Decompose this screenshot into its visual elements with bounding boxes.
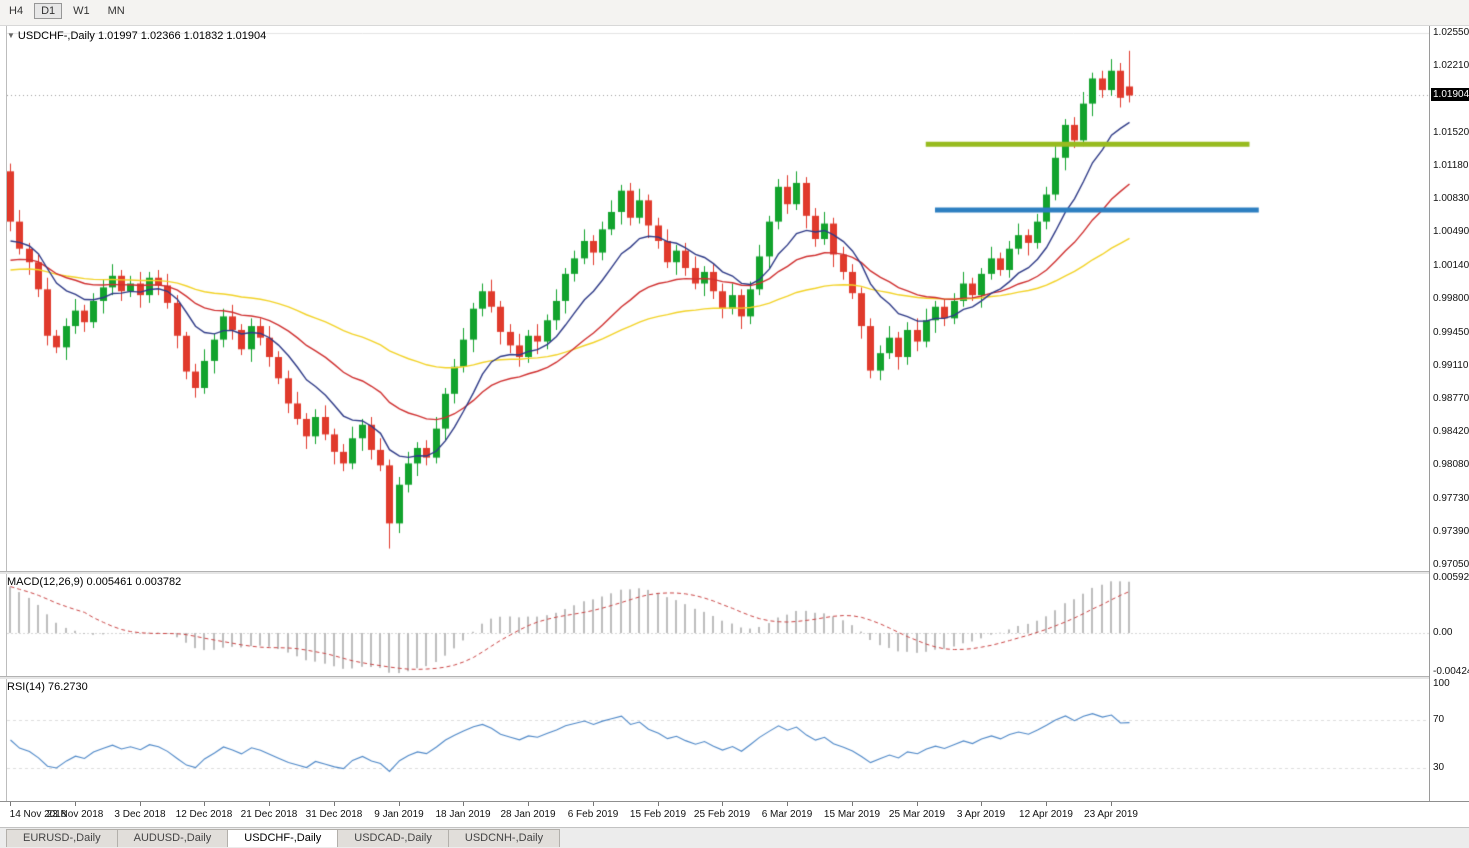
date-tick [204, 802, 205, 806]
timeframe-button-h4[interactable]: H4 [9, 5, 24, 17]
price-axis-label: 0.97730 [1433, 493, 1469, 504]
date-axis-label: 9 Jan 2019 [374, 809, 424, 820]
rsi-axis-label: 70 [1433, 714, 1445, 725]
tab-eurusd-daily[interactable]: EURUSD-,Daily [6, 829, 118, 847]
macd-axis-label: 0.00 [1433, 627, 1453, 638]
date-tick [593, 802, 594, 806]
timeframe-button-w1[interactable]: W1 [73, 5, 90, 17]
tab-audusd-daily[interactable]: AUDUSD-,Daily [116, 829, 229, 847]
date-axis-label: 15 Feb 2019 [629, 809, 687, 820]
date-tick [917, 802, 918, 806]
price-axis-label: 1.00140 [1433, 260, 1469, 271]
tab-usdchf-daily[interactable]: USDCHF-,Daily [227, 829, 339, 847]
panel-splitter-rsi[interactable] [0, 676, 1469, 679]
date-axis-label: 23 Nov 2018 [46, 809, 104, 820]
date-tick [399, 802, 400, 806]
price-axis-label: 0.97050 [1433, 559, 1469, 570]
price-axis-label: 0.98080 [1433, 459, 1469, 470]
tab-usdcnh-daily[interactable]: USDCNH-,Daily [447, 829, 561, 847]
date-axis-label: 18 Jan 2019 [435, 809, 491, 820]
date-axis-label: 28 Jan 2019 [500, 809, 556, 820]
price-axis-label: 0.99110 [1433, 360, 1469, 371]
price-axis[interactable]: 1.01904 1.025501.022101.018701.015201.01… [1429, 26, 1469, 801]
panel-splitter-macd[interactable] [0, 571, 1469, 574]
date-tick [528, 802, 529, 806]
date-axis-label: 12 Apr 2019 [1019, 809, 1073, 820]
date-tick [334, 802, 335, 806]
date-tick [852, 802, 853, 806]
rsi-axis-label: 30 [1433, 762, 1445, 773]
chart-title: ▼ USDCHF-,Daily 1.01997 1.02366 1.01832 1… [7, 30, 266, 42]
date-axis-label: 12 Dec 2018 [175, 809, 233, 820]
price-axis-label: 1.01180 [1433, 160, 1469, 171]
price-axis-label: 1.02550 [1433, 27, 1469, 38]
date-tick [10, 802, 11, 806]
chart-left-border [6, 26, 7, 801]
date-axis-label: 6 Feb 2019 [567, 809, 619, 820]
date-tick [981, 802, 982, 806]
date-axis[interactable]: 14 Nov 2018 23 Nov 2018 3 Dec 2018 12 Dec 2… [0, 801, 1469, 828]
timeframe-button-d1[interactable]: D1 [34, 3, 63, 19]
timeframe-button-mn[interactable]: MN [107, 5, 125, 17]
main-chart-canvas[interactable] [7, 26, 1429, 571]
date-tick [75, 802, 76, 806]
date-axis-label: 23 Apr 2019 [1084, 809, 1138, 820]
date-axis-label: 21 Dec 2018 [240, 809, 298, 820]
symbol-tab-bar: EURUSD-,Daily AUDUSD-,Daily USDCHF-,Daily U… [0, 827, 1469, 848]
bid-price-tag: 1.01904 [1431, 88, 1469, 101]
date-axis-label: 25 Feb 2019 [693, 809, 751, 820]
price-axis-label: 0.99800 [1433, 293, 1469, 304]
date-tick [269, 802, 270, 806]
date-axis-label: 6 Mar 2019 [761, 809, 813, 820]
date-tick [722, 802, 723, 806]
rsi-axis-label: 100 [1433, 678, 1450, 689]
timeframe-toolbar: H4 D1 W1 MN [0, 0, 1469, 26]
price-axis-label: 0.99450 [1433, 327, 1469, 338]
date-tick [463, 802, 464, 806]
date-axis-label: 25 Mar 2019 [888, 809, 946, 820]
date-axis-label: 15 Mar 2019 [823, 809, 881, 820]
price-axis-label: 0.97390 [1433, 526, 1469, 537]
date-tick [140, 802, 141, 806]
date-axis-label: 3 Apr 2019 [956, 809, 1006, 820]
price-axis-label: 1.00830 [1433, 193, 1469, 204]
chart-region: ▼ USDCHF-,Daily 1.01997 1.02366 1.01832 1… [0, 26, 1469, 801]
chart-menu-icon[interactable]: ▼ [7, 31, 15, 40]
macd-axis-label: 0.005923 [1433, 572, 1469, 583]
date-axis-label: 3 Dec 2018 [114, 809, 166, 820]
date-tick [787, 802, 788, 806]
price-axis-label: 0.98420 [1433, 426, 1469, 437]
rsi-label: RSI(14) 76.2730 [7, 681, 88, 693]
chart-title-text: USDCHF-,Daily 1.01997 1.02366 1.01832 1.… [17, 30, 267, 42]
date-tick [1111, 802, 1112, 806]
price-axis-label: 1.02210 [1433, 60, 1469, 71]
price-axis-label: 1.01520 [1433, 127, 1469, 138]
date-tick [658, 802, 659, 806]
macd-axis-label: -0.004241 [1433, 666, 1469, 677]
macd-canvas[interactable] [7, 573, 1429, 676]
rsi-canvas[interactable] [7, 678, 1429, 801]
date-axis-label: 31 Dec 2018 [305, 809, 363, 820]
price-axis-label: 1.00490 [1433, 226, 1469, 237]
date-tick [1046, 802, 1047, 806]
tab-usdcad-daily[interactable]: USDCAD-,Daily [337, 829, 449, 847]
macd-label: MACD(12,26,9) 0.005461 0.003782 [7, 576, 182, 588]
date-axis-label: 14 Nov 2018 [9, 809, 67, 820]
price-axis-label: 0.98770 [1433, 393, 1469, 404]
